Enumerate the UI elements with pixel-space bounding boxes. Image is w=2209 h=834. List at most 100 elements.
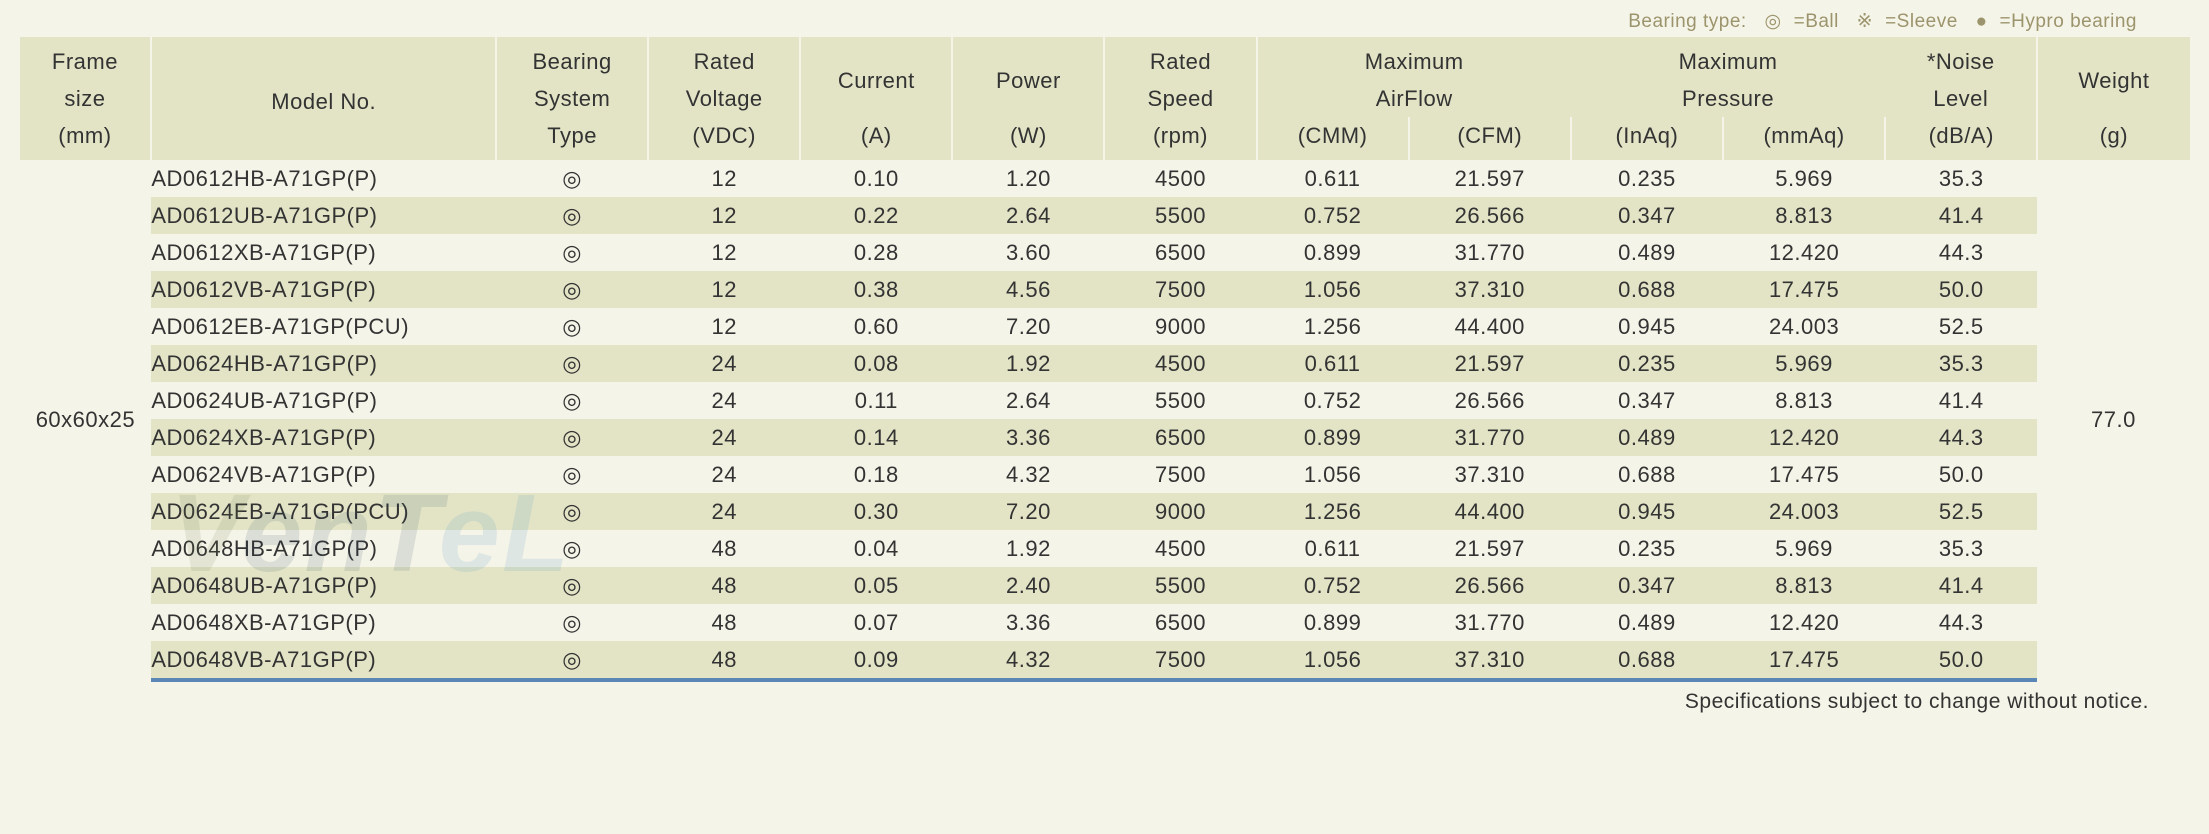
bearing-cell: ◎: [496, 567, 648, 604]
weight-cell: 77.0: [2037, 160, 2189, 680]
cmm-cell: 0.611: [1257, 160, 1409, 197]
hdr-pressure-2: Pressure: [1571, 80, 1885, 117]
hdr-bearing: Bearing: [496, 37, 648, 80]
cmm-cell: 0.752: [1257, 382, 1409, 419]
cmm-cell: 0.899: [1257, 234, 1409, 271]
model-cell: AD0612XB-A71GP(P): [151, 234, 496, 271]
voltage-cell: 24: [648, 345, 800, 382]
current-cell: 0.07: [800, 604, 952, 641]
model-cell: AD0624HB-A71GP(P): [151, 345, 496, 382]
cmm-cell: 0.611: [1257, 345, 1409, 382]
hdr-mmaq: (mmAq): [1723, 117, 1885, 160]
table-row: AD0648XB-A71GP(P)◎480.073.3665000.89931.…: [20, 604, 2190, 641]
power-cell: 7.20: [952, 308, 1104, 345]
hdr-speed: Rated: [1104, 37, 1256, 80]
cmm-cell: 0.752: [1257, 197, 1409, 234]
spec-table-wrapper: Bearing type: ◎=Ball ※=Sleeve ●=Hypro be…: [0, 0, 2209, 734]
model-cell: AD0648VB-A71GP(P): [151, 641, 496, 680]
mmaq-cell: 12.420: [1723, 234, 1885, 271]
hdr-weight: Weight: [2037, 37, 2189, 117]
speed-cell: 9000: [1104, 308, 1256, 345]
power-cell: 2.40: [952, 567, 1104, 604]
speed-cell: 4500: [1104, 160, 1256, 197]
cfm-cell: 44.400: [1409, 493, 1571, 530]
table-row: AD0648UB-A71GP(P)◎480.052.4055000.75226.…: [20, 567, 2190, 604]
inaq-cell: 0.688: [1571, 641, 1723, 680]
model-cell: AD0624UB-A71GP(P): [151, 382, 496, 419]
voltage-cell: 48: [648, 567, 800, 604]
power-cell: 7.20: [952, 493, 1104, 530]
hypro-symbol-icon: ●: [1976, 11, 1988, 32]
inaq-cell: 0.945: [1571, 493, 1723, 530]
ball-label: =Ball: [1794, 11, 1839, 32]
cfm-cell: 31.770: [1409, 234, 1571, 271]
table-row: AD0612EB-A71GP(PCU)◎120.607.2090001.2564…: [20, 308, 2190, 345]
inaq-cell: 0.489: [1571, 234, 1723, 271]
hdr-cmm: (CMM): [1257, 117, 1409, 160]
speed-cell: 6500: [1104, 419, 1256, 456]
bearing-cell: ◎: [496, 234, 648, 271]
inaq-cell: 0.347: [1571, 197, 1723, 234]
cmm-cell: 1.056: [1257, 456, 1409, 493]
inaq-cell: 0.688: [1571, 456, 1723, 493]
hdr-noise-3: (dB/A): [1885, 117, 2037, 160]
noise-cell: 44.3: [1885, 419, 2037, 456]
current-cell: 0.28: [800, 234, 952, 271]
power-cell: 3.36: [952, 604, 1104, 641]
current-cell: 0.30: [800, 493, 952, 530]
bearing-cell: ◎: [496, 160, 648, 197]
table-row: AD0624HB-A71GP(P)◎240.081.9245000.61121.…: [20, 345, 2190, 382]
mmaq-cell: 24.003: [1723, 493, 1885, 530]
power-cell: 1.20: [952, 160, 1104, 197]
table-row: AD0624VB-A71GP(P)◎240.184.3275001.05637.…: [20, 456, 2190, 493]
power-cell: 3.36: [952, 419, 1104, 456]
voltage-cell: 12: [648, 234, 800, 271]
cmm-cell: 0.899: [1257, 604, 1409, 641]
legend-prefix: Bearing type:: [1628, 11, 1746, 32]
hdr-speed-3: (rpm): [1104, 117, 1256, 160]
table-row: AD0624UB-A71GP(P)◎240.112.6455000.75226.…: [20, 382, 2190, 419]
speed-cell: 5500: [1104, 567, 1256, 604]
current-cell: 0.04: [800, 530, 952, 567]
hdr-weight-2: (g): [2037, 117, 2189, 160]
inaq-cell: 0.347: [1571, 567, 1723, 604]
power-cell: 2.64: [952, 382, 1104, 419]
cfm-cell: 26.566: [1409, 567, 1571, 604]
mmaq-cell: 24.003: [1723, 308, 1885, 345]
table-row: AD0612UB-A71GP(P)◎120.222.6455000.75226.…: [20, 197, 2190, 234]
speed-cell: 4500: [1104, 530, 1256, 567]
hdr-inaq: (InAq): [1571, 117, 1723, 160]
current-cell: 0.08: [800, 345, 952, 382]
speed-cell: 6500: [1104, 604, 1256, 641]
power-cell: 4.56: [952, 271, 1104, 308]
footnote: Specifications subject to change without…: [0, 682, 2209, 734]
model-cell: AD0648HB-A71GP(P): [151, 530, 496, 567]
current-cell: 0.22: [800, 197, 952, 234]
bearing-cell: ◎: [496, 641, 648, 680]
current-cell: 0.11: [800, 382, 952, 419]
table-row: AD0648VB-A71GP(P)◎480.094.3275001.05637.…: [20, 641, 2190, 680]
current-cell: 0.10: [800, 160, 952, 197]
speed-cell: 7500: [1104, 641, 1256, 680]
voltage-cell: 48: [648, 641, 800, 680]
power-cell: 3.60: [952, 234, 1104, 271]
cfm-cell: 31.770: [1409, 419, 1571, 456]
table-body: 60x60x25AD0612HB-A71GP(P)◎120.101.204500…: [20, 160, 2190, 680]
table-row: AD0624EB-A71GP(PCU)◎240.307.2090001.2564…: [20, 493, 2190, 530]
model-cell: AD0612UB-A71GP(P): [151, 197, 496, 234]
mmaq-cell: 5.969: [1723, 530, 1885, 567]
sleeve-label: =Sleeve: [1885, 11, 1958, 32]
cfm-cell: 26.566: [1409, 197, 1571, 234]
table-row: 60x60x25AD0612HB-A71GP(P)◎120.101.204500…: [20, 160, 2190, 197]
mmaq-cell: 5.969: [1723, 345, 1885, 382]
voltage-cell: 12: [648, 160, 800, 197]
hdr-cfm: (CFM): [1409, 117, 1571, 160]
noise-cell: 35.3: [1885, 345, 2037, 382]
inaq-cell: 0.235: [1571, 160, 1723, 197]
voltage-cell: 48: [648, 530, 800, 567]
cfm-cell: 44.400: [1409, 308, 1571, 345]
model-cell: AD0612VB-A71GP(P): [151, 271, 496, 308]
model-cell: AD0612EB-A71GP(PCU): [151, 308, 496, 345]
bearing-legend: Bearing type: ◎=Ball ※=Sleeve ●=Hypro be…: [0, 0, 2209, 33]
speed-cell: 9000: [1104, 493, 1256, 530]
